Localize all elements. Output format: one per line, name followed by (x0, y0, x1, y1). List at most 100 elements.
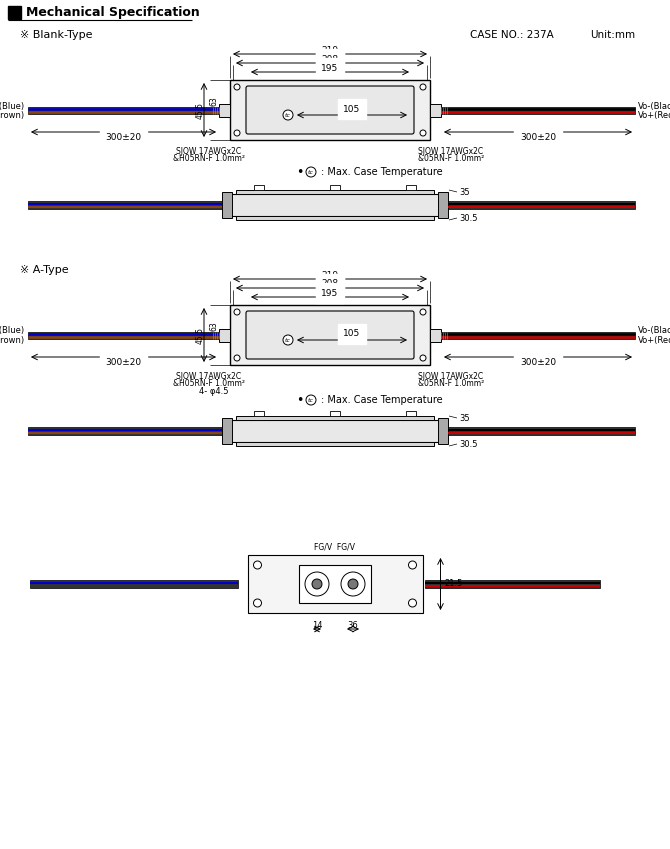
Bar (231, 194, 439, 216)
Text: Unit:mm: Unit:mm (590, 30, 635, 40)
Text: tc: tc (308, 397, 314, 402)
Bar (448, 201, 635, 209)
Bar (247, 555, 423, 613)
Text: 219: 219 (322, 46, 338, 54)
Circle shape (420, 84, 426, 90)
Text: 45.5: 45.5 (196, 102, 204, 119)
Text: 35: 35 (459, 188, 470, 196)
Circle shape (234, 309, 240, 315)
Bar (231, 420, 439, 442)
Text: SJOW 17AWGx2C: SJOW 17AWGx2C (419, 147, 484, 156)
Circle shape (306, 167, 316, 177)
Circle shape (420, 355, 426, 361)
Bar (222, 418, 232, 444)
Bar (236, 416, 434, 420)
Bar (406, 411, 416, 416)
Text: Vo+(Red): Vo+(Red) (638, 110, 670, 120)
Text: : Max. Case Temperature: : Max. Case Temperature (321, 395, 443, 405)
Circle shape (253, 561, 261, 569)
Bar (28, 106, 219, 114)
Text: AC/L(Brown): AC/L(Brown) (0, 110, 25, 120)
Text: 300±20: 300±20 (520, 357, 556, 367)
Text: 208: 208 (322, 279, 338, 289)
Bar (441, 106, 635, 114)
Text: 35: 35 (459, 413, 470, 423)
Text: Vo-(Black): Vo-(Black) (638, 102, 670, 110)
Bar (28, 331, 219, 339)
Circle shape (305, 572, 329, 596)
Text: AC/L(Brown): AC/L(Brown) (0, 335, 25, 345)
Bar (30, 580, 237, 588)
Circle shape (283, 335, 293, 345)
Bar (28, 427, 222, 435)
Text: 63: 63 (210, 321, 218, 331)
Text: 300±20: 300±20 (105, 132, 141, 142)
Text: 300±20: 300±20 (520, 132, 556, 142)
Text: 21.5: 21.5 (444, 580, 463, 588)
Bar (430, 329, 441, 341)
Bar (236, 442, 434, 446)
Bar (219, 104, 230, 116)
Text: 63: 63 (210, 96, 218, 106)
Text: 36: 36 (348, 621, 358, 630)
Text: Mechanical Specification: Mechanical Specification (26, 5, 200, 19)
Text: ※ Blank-Type: ※ Blank-Type (20, 30, 92, 40)
Bar (425, 580, 600, 588)
Text: Vo+(Red): Vo+(Red) (638, 335, 670, 345)
Circle shape (234, 355, 240, 361)
Text: •: • (296, 166, 304, 178)
Circle shape (283, 110, 293, 120)
Circle shape (409, 561, 417, 569)
Text: FG/V  FG/V: FG/V FG/V (314, 542, 356, 551)
Text: AC/N(Blue): AC/N(Blue) (0, 327, 25, 335)
Circle shape (420, 309, 426, 315)
Circle shape (409, 599, 417, 607)
Text: ※ A-Type: ※ A-Type (20, 265, 68, 275)
Text: 105: 105 (343, 329, 360, 339)
Text: 195: 195 (322, 289, 338, 297)
Bar (254, 411, 264, 416)
Text: SJOW 17AWGx2C: SJOW 17AWGx2C (176, 147, 242, 156)
Text: 4- φ4.5: 4- φ4.5 (199, 387, 228, 396)
Bar (438, 418, 448, 444)
Bar (448, 427, 635, 435)
Text: 195: 195 (322, 64, 338, 72)
Text: &05RN-F 1.0mm²: &05RN-F 1.0mm² (418, 154, 484, 163)
Bar (299, 565, 371, 603)
Circle shape (348, 579, 358, 589)
Text: CASE NO.: 237A: CASE NO.: 237A (470, 30, 553, 40)
Bar (222, 192, 232, 218)
Text: SJOW 17AWGx2C: SJOW 17AWGx2C (176, 372, 242, 381)
Bar (230, 80, 430, 140)
Text: SJOW 17AWGx2C: SJOW 17AWGx2C (419, 372, 484, 381)
Bar (230, 305, 430, 365)
Circle shape (420, 130, 426, 136)
Bar (330, 185, 340, 190)
FancyBboxPatch shape (246, 311, 414, 359)
Text: 208: 208 (322, 54, 338, 64)
Bar (406, 185, 416, 190)
Bar (219, 329, 230, 341)
Bar (438, 192, 448, 218)
Text: 300±20: 300±20 (105, 357, 141, 367)
Bar (330, 411, 340, 416)
Text: tc: tc (308, 170, 314, 175)
Text: tc: tc (285, 113, 291, 117)
Circle shape (312, 579, 322, 589)
Text: &H05RN-F 1.0mm²: &H05RN-F 1.0mm² (173, 379, 245, 388)
Bar (441, 331, 635, 339)
Circle shape (253, 599, 261, 607)
Text: &H05RN-F 1.0mm²: &H05RN-F 1.0mm² (173, 154, 245, 163)
FancyBboxPatch shape (246, 86, 414, 134)
Bar (254, 185, 264, 190)
Text: 30.5: 30.5 (459, 440, 478, 448)
Text: Vo-(Black): Vo-(Black) (638, 327, 670, 335)
Text: tc: tc (285, 338, 291, 342)
Text: AC/N(Blue): AC/N(Blue) (0, 102, 25, 110)
Bar (236, 190, 434, 194)
Text: 105: 105 (343, 104, 360, 114)
Circle shape (234, 84, 240, 90)
Text: 45.5: 45.5 (196, 327, 204, 344)
Bar (430, 104, 441, 116)
Text: 14: 14 (312, 621, 322, 630)
